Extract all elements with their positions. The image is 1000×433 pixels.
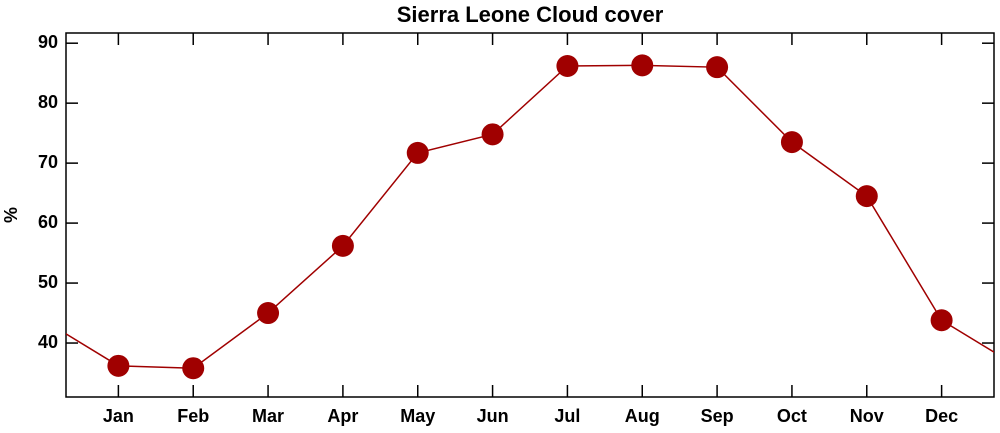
x-tick-label: Dec	[925, 406, 958, 426]
point	[706, 56, 729, 79]
plot-frame	[65, 32, 995, 398]
x-tick-label: Feb	[177, 406, 209, 426]
y-tick-label: 80	[38, 92, 58, 112]
y-tick-label: 60	[38, 212, 58, 232]
x-tick-label: Nov	[850, 406, 884, 426]
wrap-line	[941, 319, 994, 354]
y-tick-label: 40	[38, 332, 58, 352]
line	[118, 64, 943, 369]
y-tick-label: 70	[38, 152, 58, 172]
x-tick-label: Mar	[252, 406, 284, 426]
point	[107, 354, 130, 377]
x-tick-label: Aug	[625, 406, 660, 426]
x-tick-label: Jan	[103, 406, 134, 426]
wrap-line	[66, 333, 119, 367]
point	[631, 54, 654, 77]
x-tick-label: May	[400, 406, 435, 426]
point	[556, 54, 579, 77]
point	[257, 302, 280, 325]
chart-title: Sierra Leone Cloud cover	[397, 2, 664, 27]
y-tick-label: 50	[38, 272, 58, 292]
point	[855, 185, 878, 208]
y-tick-label: 90	[38, 32, 58, 52]
x-tick-label: Oct	[777, 406, 807, 426]
point	[406, 141, 429, 164]
point	[331, 234, 354, 257]
point	[481, 123, 504, 146]
x-tick-label: Jun	[477, 406, 509, 426]
y-axis-label: %	[1, 207, 21, 223]
point	[930, 309, 953, 332]
x-tick-label: Jul	[554, 406, 580, 426]
point	[182, 357, 205, 380]
x-tick-label: Sep	[701, 406, 734, 426]
x-tick-label: Apr	[327, 406, 358, 426]
series	[66, 64, 994, 369]
point	[780, 131, 803, 154]
